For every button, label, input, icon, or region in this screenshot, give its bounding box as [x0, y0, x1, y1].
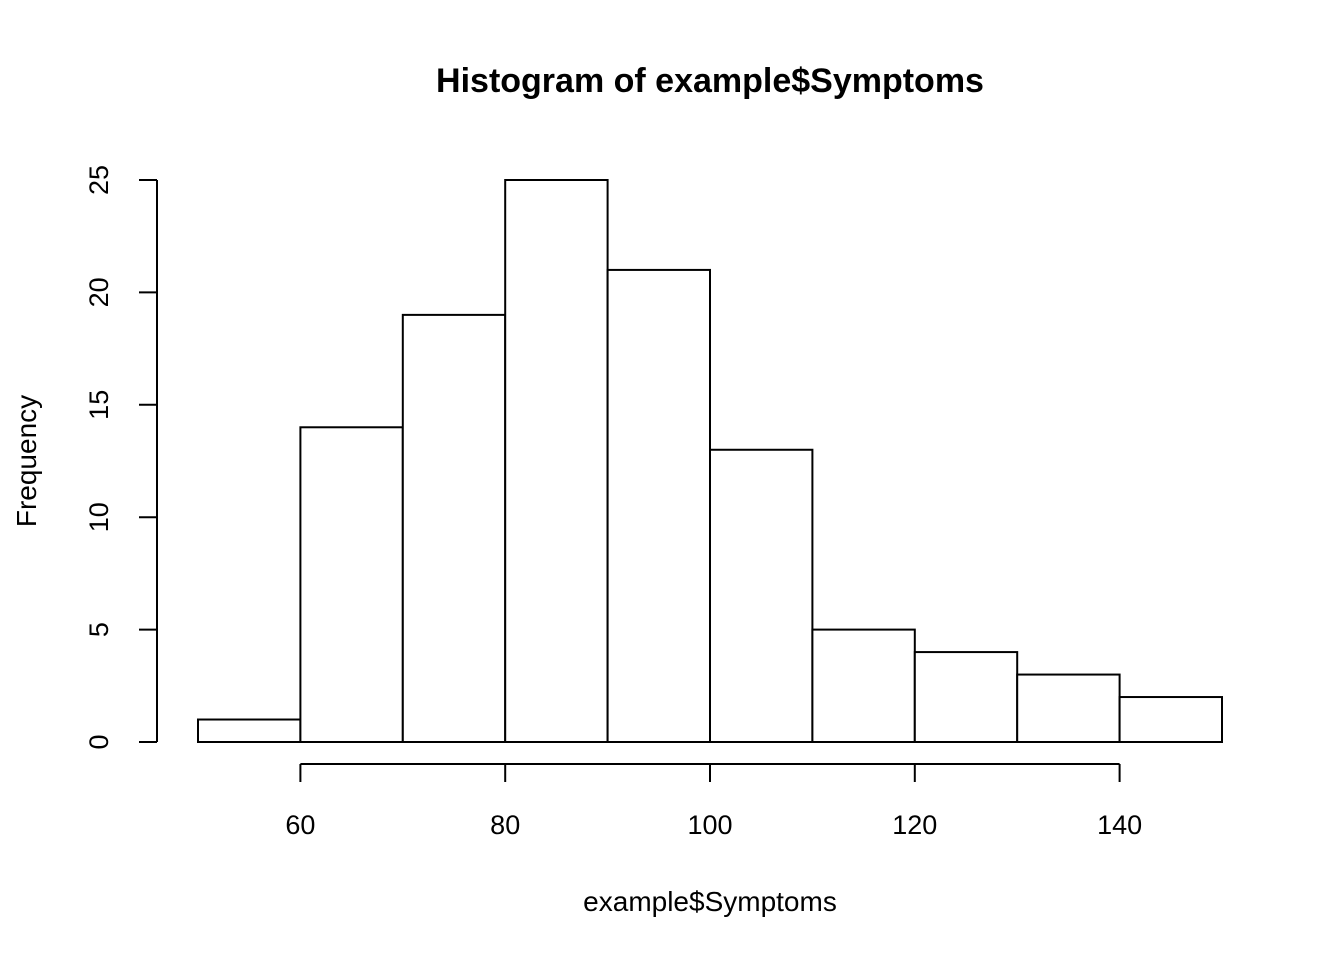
- histogram-bar: [709, 448, 814, 743]
- histogram-bar: [299, 426, 404, 743]
- y-tick-label: 5: [84, 622, 114, 637]
- x-tick-label: 100: [687, 810, 732, 840]
- chart-title: Histogram of example$Symptoms: [436, 62, 984, 100]
- y-tick-label: 20: [84, 277, 114, 307]
- histogram-bar: [606, 268, 711, 743]
- y-axis-label: Frequency: [11, 395, 42, 527]
- y-tick-label: 25: [84, 165, 114, 195]
- histogram-bar: [1118, 696, 1223, 743]
- histogram-bar: [197, 718, 302, 744]
- x-tick-label: 60: [285, 810, 315, 840]
- y-tick-label: 15: [84, 390, 114, 420]
- x-axis-label: example$Symptoms: [583, 886, 837, 917]
- histogram-bar: [811, 628, 916, 743]
- bars-group: [197, 179, 1223, 744]
- histogram-bar: [1016, 673, 1121, 743]
- y-tick-label: 0: [84, 734, 114, 749]
- y-tick-label: 10: [84, 502, 114, 532]
- histogram-bar: [401, 313, 507, 743]
- x-tick-label: 140: [1097, 810, 1142, 840]
- histogram-bar: [504, 179, 609, 743]
- y-axis: 0 5 10 15 20 25: [84, 165, 158, 750]
- x-tick-label: 120: [892, 810, 937, 840]
- x-tick-label: 80: [490, 810, 520, 840]
- histogram-bar: [913, 651, 1019, 744]
- x-axis: 60 80 100 120 140: [285, 763, 1142, 840]
